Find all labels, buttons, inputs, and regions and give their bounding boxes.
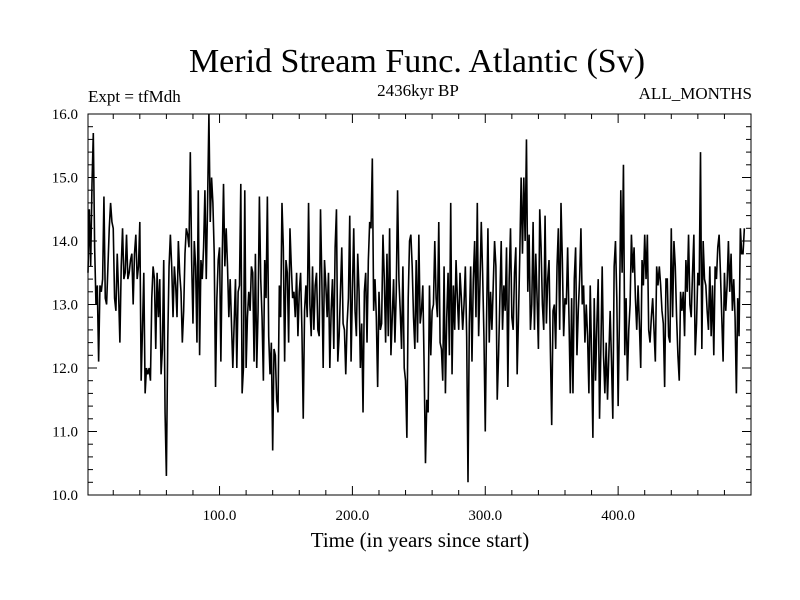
series-line <box>87 113 746 483</box>
y-tick-label: 15.0 <box>52 171 78 187</box>
x-tick-label: 400.0 <box>601 508 635 524</box>
months-label: ALL_MONTHS <box>639 84 752 103</box>
x-tick-label: 200.0 <box>336 508 370 524</box>
y-tick-label: 11.0 <box>52 425 78 441</box>
y-tick-label: 14.0 <box>52 234 78 250</box>
time-period-label: 2436kyr BP <box>377 81 459 100</box>
y-axis-ticks: 10.0 11.0 12.0 13.0 14.0 15.0 16.0 <box>52 107 751 504</box>
x-axis-label: Time (in years since start) <box>311 528 530 552</box>
experiment-label: Expt = tfMdh <box>88 87 181 106</box>
y-tick-label: 10.0 <box>52 488 78 504</box>
y-tick-label: 16.0 <box>52 107 78 123</box>
series-layer <box>87 113 746 483</box>
x-axis-ticks: 100.0 200.0 300.0 400.0 <box>112 114 725 524</box>
chart-title: Merid Stream Func. Atlantic (Sv) <box>189 43 645 80</box>
x-tick-label: 100.0 <box>203 508 237 524</box>
x-tick-label: 300.0 <box>468 508 502 524</box>
y-tick-label: 12.0 <box>52 361 78 377</box>
y-tick-label: 13.0 <box>52 298 78 314</box>
